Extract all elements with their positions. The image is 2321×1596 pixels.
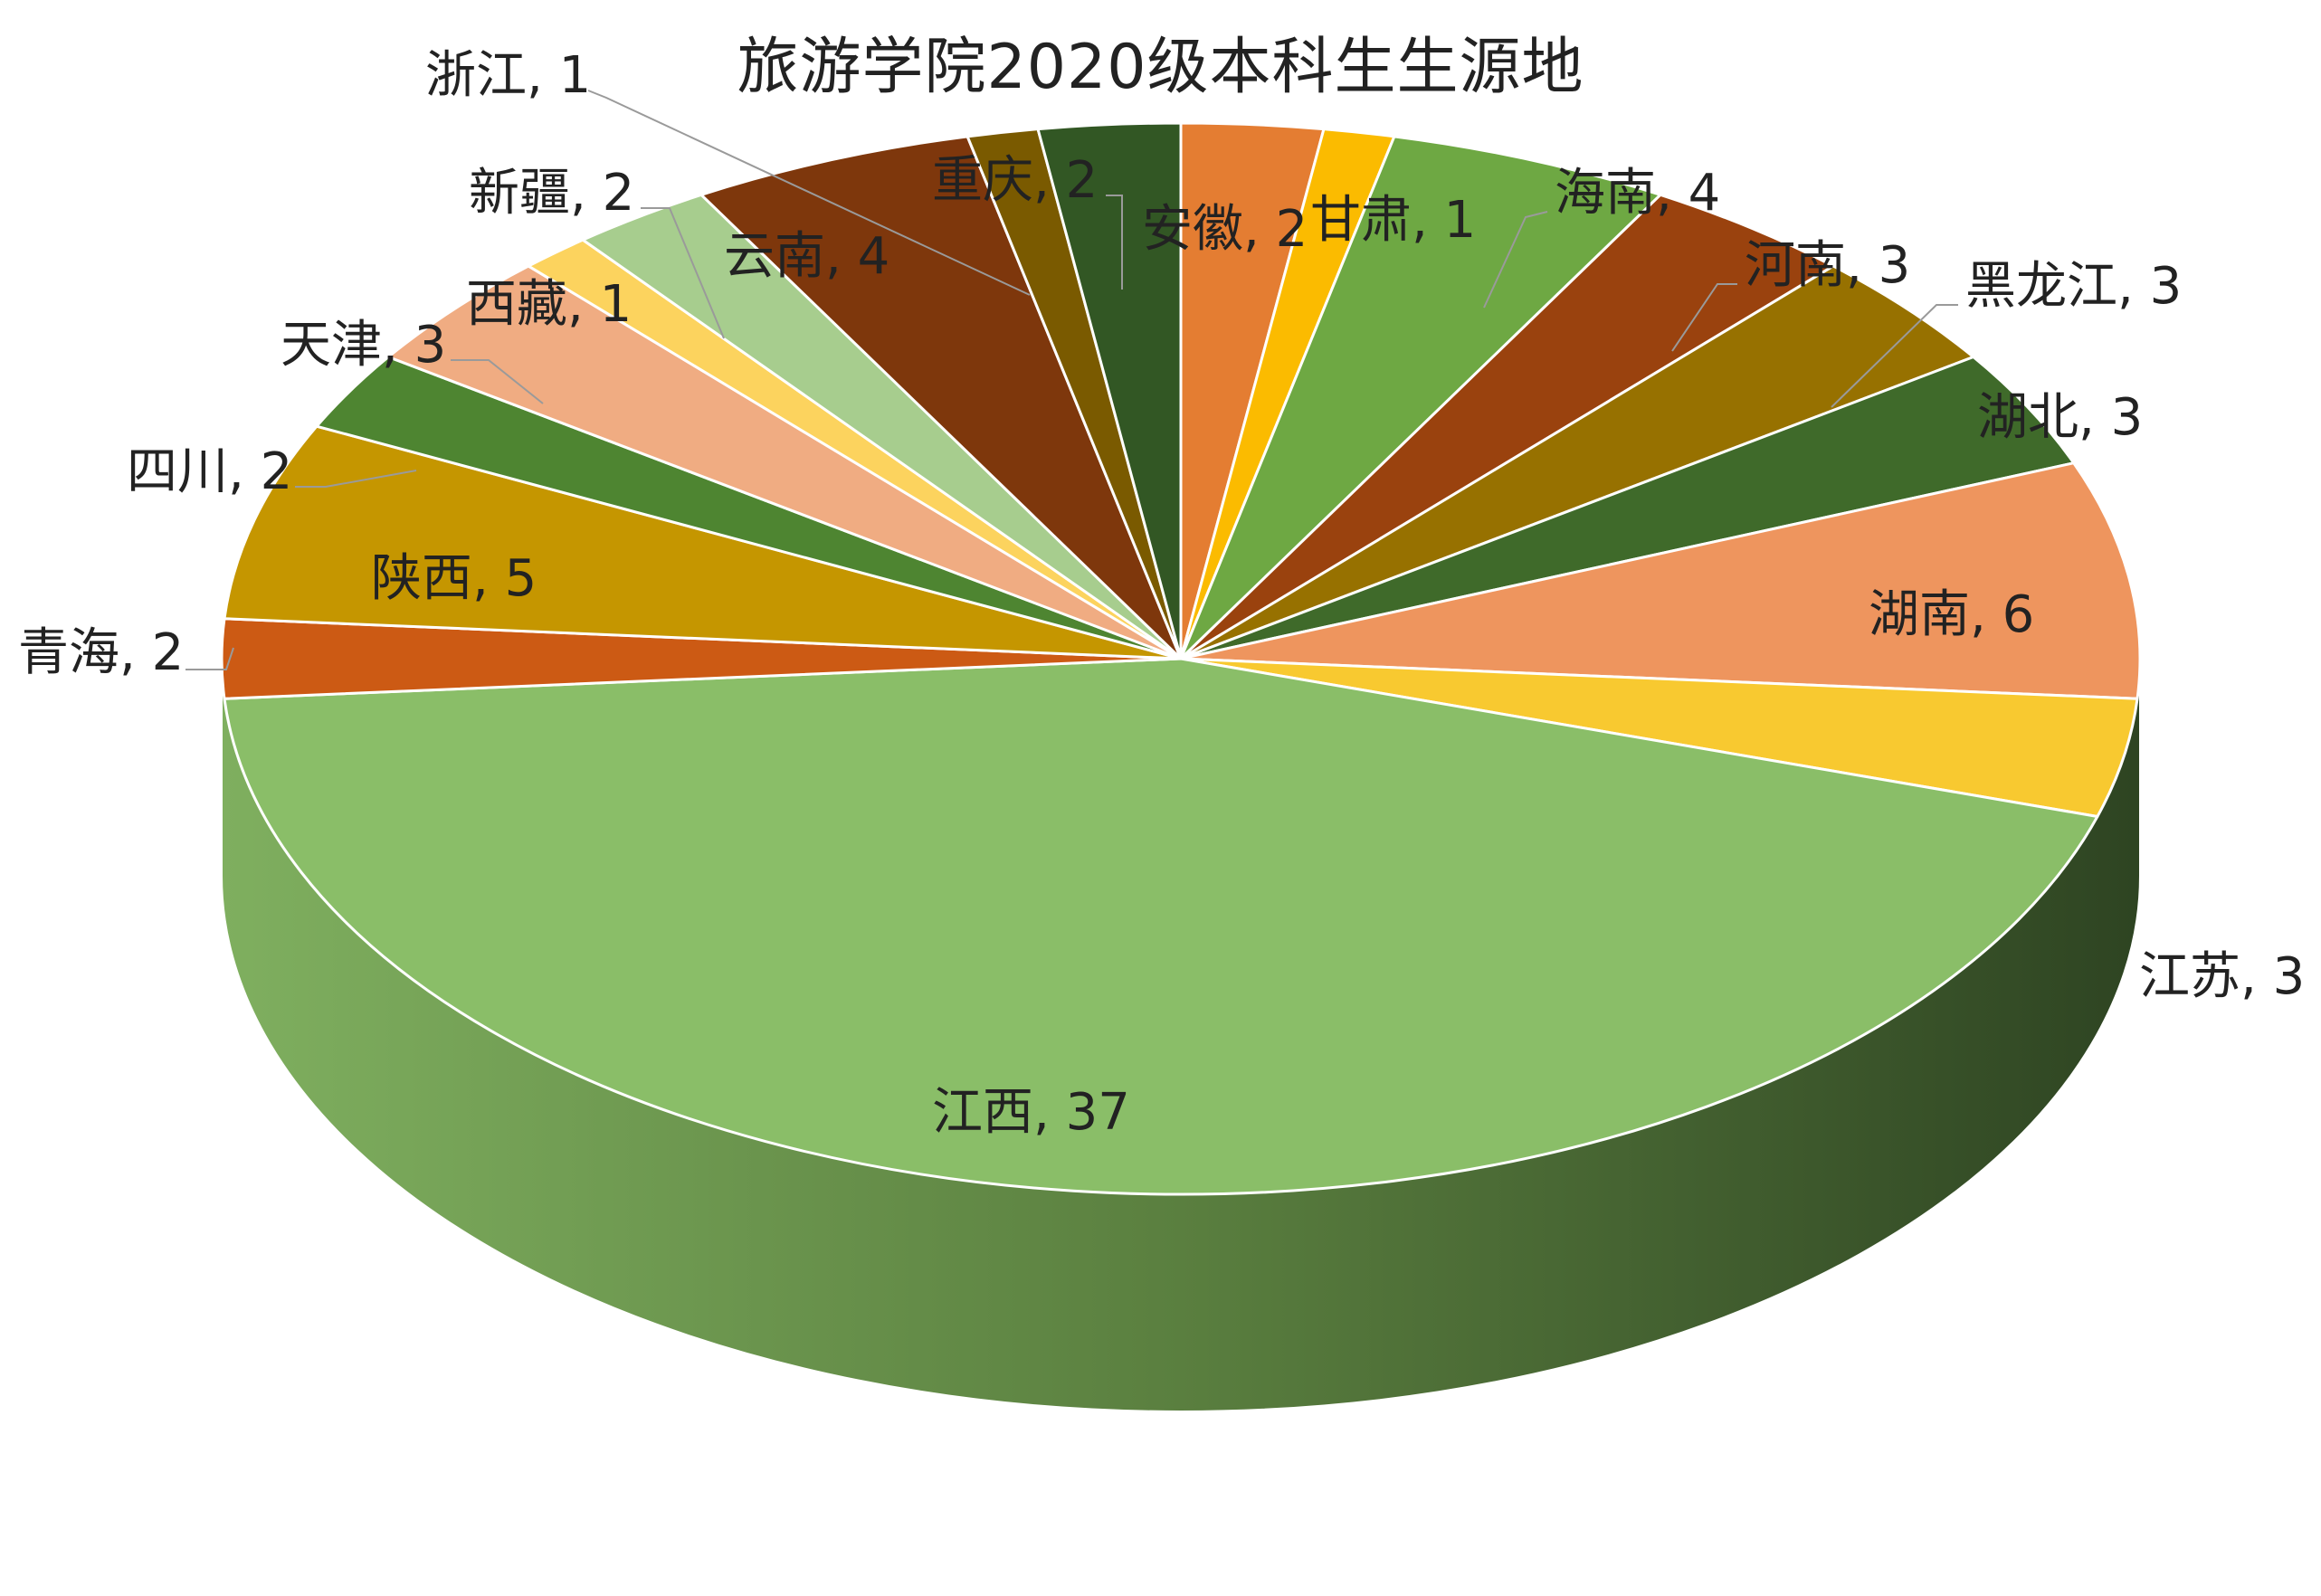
data-label: 江西, 37: [932, 1083, 1130, 1142]
pie-slice: [1179, 657, 2139, 818]
pie-slice: [699, 135, 1183, 660]
data-label: 四川, 2: [127, 442, 292, 501]
pie-slice: [1036, 121, 1183, 660]
leader-line: [587, 90, 1031, 296]
leader-line: [451, 359, 544, 404]
data-label: 云南, 4: [724, 227, 889, 286]
pie-slice: [1179, 461, 2142, 700]
data-label: 甘肃, 1: [1310, 191, 1476, 250]
data-label: 安徽, 2: [1142, 200, 1308, 259]
data-label: 青海, 2: [18, 623, 184, 682]
leader-line: [185, 647, 234, 670]
data-label: 湖南, 6: [1869, 585, 2034, 644]
data-label: 海南, 4: [1555, 164, 1720, 223]
leader-line: [1831, 304, 1958, 408]
data-label: 浙江, 1: [425, 46, 591, 105]
data-label: 陕西, 5: [371, 549, 537, 608]
data-label: 江苏, 3: [2139, 947, 2305, 1006]
leader-lines: [185, 90, 1958, 670]
pie-slice: [223, 657, 2099, 1196]
chart-title: 旅游学院2020级本科生生源地: [737, 32, 1584, 103]
data-labels: 安徽, 2 甘肃, 1 海南, 4 河南, 3 黑龙江, 3 湖北, 3 湖南, 6 江苏, …: [18, 46, 2305, 1142]
leader-line: [295, 470, 417, 488]
leader-line: [1671, 283, 1737, 352]
pie-slice: [1179, 264, 1975, 660]
data-label: 湖北, 3: [1977, 388, 2143, 447]
leader-line: [1483, 211, 1548, 309]
data-label: 河南, 3: [1745, 236, 1910, 295]
leader-line: [1106, 195, 1123, 290]
pie-slice: [1179, 193, 1835, 660]
data-label: 西藏, 1: [466, 275, 632, 334]
pie-slice: [386, 264, 1183, 660]
pie-slice: [1179, 356, 2076, 660]
pie-top: [220, 121, 2142, 1196]
pie-slice: [1179, 135, 1662, 660]
data-label: 天津, 3: [281, 316, 446, 375]
leader-line: [641, 207, 725, 339]
data-label: 重庆, 2: [932, 151, 1098, 210]
data-label: 新疆, 2: [469, 164, 634, 223]
data-label: 黑龙江, 3: [1965, 257, 2182, 316]
pie-slice: [223, 424, 1183, 660]
